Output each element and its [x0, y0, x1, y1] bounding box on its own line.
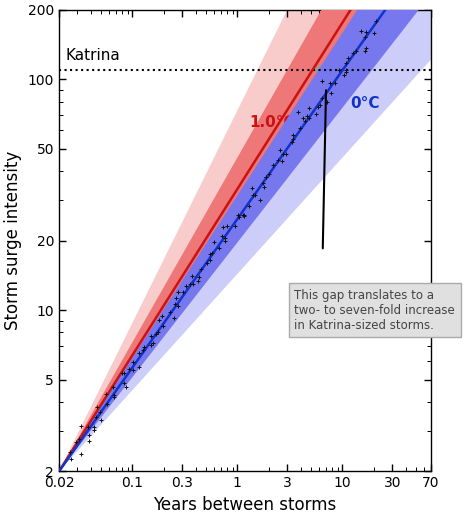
Text: 1.0°C: 1.0°C	[249, 115, 294, 130]
Text: This gap translates to a
two- to seven-fold increase
in Katrina-sized storms.: This gap translates to a two- to seven-f…	[294, 289, 454, 332]
Text: Katrina: Katrina	[65, 48, 120, 63]
X-axis label: Years between storms: Years between storms	[153, 496, 336, 514]
Y-axis label: Storm surge intensity: Storm surge intensity	[4, 151, 22, 330]
Text: 0°C: 0°C	[350, 96, 379, 111]
